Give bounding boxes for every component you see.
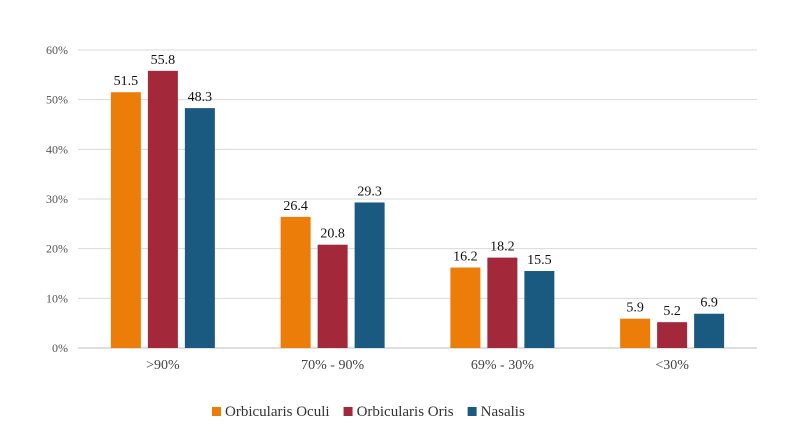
data-label: 51.5	[114, 74, 139, 89]
category-label: <30%	[655, 358, 689, 373]
data-label: 29.3	[357, 184, 382, 199]
legend-swatch	[343, 407, 353, 416]
category-label: >90%	[146, 358, 180, 373]
data-label: 20.8	[320, 227, 345, 242]
bar	[354, 202, 385, 348]
bar	[487, 257, 518, 348]
x-axis: >90% 70% - 90% 69% - 30% <30%	[146, 358, 689, 373]
bar	[280, 216, 311, 348]
bar	[657, 322, 688, 348]
category-label: 69% - 30%	[471, 358, 534, 373]
bars	[110, 70, 725, 349]
legend: Orbicularis Oculi Orbicularis Oris Nasalis	[212, 404, 525, 420]
data-label: 55.8	[151, 53, 176, 68]
bar	[694, 313, 725, 348]
bar	[110, 92, 141, 348]
data-labels: 51.5 55.8 48.3 26.4 20.8 29.3 16.2 18.2 15.5 5.9 5…	[114, 53, 718, 319]
y-tick-label: 40%	[46, 142, 68, 156]
category-label: 70% - 90%	[301, 358, 364, 373]
data-label: 26.4	[283, 199, 308, 214]
data-label: 6.9	[700, 296, 718, 311]
y-tick-label: 0%	[52, 341, 68, 355]
y-tick-label: 20%	[46, 242, 68, 256]
data-label: 18.2	[490, 240, 515, 255]
legend-label: Nasalis	[481, 404, 525, 420]
gridlines	[78, 49, 757, 349]
legend-label: Orbicularis Oris	[357, 404, 454, 420]
y-tick-label: 10%	[46, 291, 68, 305]
data-label: 15.5	[527, 253, 552, 268]
bar	[184, 108, 215, 348]
y-tick-label: 30%	[46, 192, 68, 206]
y-tick-label: 50%	[46, 93, 68, 107]
data-label: 5.9	[626, 301, 644, 316]
y-axis: 0% 10% 20% 30% 40% 50% 60%	[46, 43, 68, 355]
legend-swatch	[212, 407, 221, 416]
bar	[524, 271, 555, 348]
legend-swatch	[467, 407, 477, 416]
bar	[450, 267, 481, 348]
y-tick-label: 60%	[46, 43, 68, 57]
data-label: 16.2	[453, 250, 478, 265]
bar	[147, 70, 178, 349]
legend-label: Orbicularis Oculi	[225, 404, 330, 420]
data-label: 5.2	[663, 304, 681, 319]
bar	[317, 244, 348, 348]
bar	[620, 318, 651, 348]
data-label: 48.3	[188, 90, 213, 105]
